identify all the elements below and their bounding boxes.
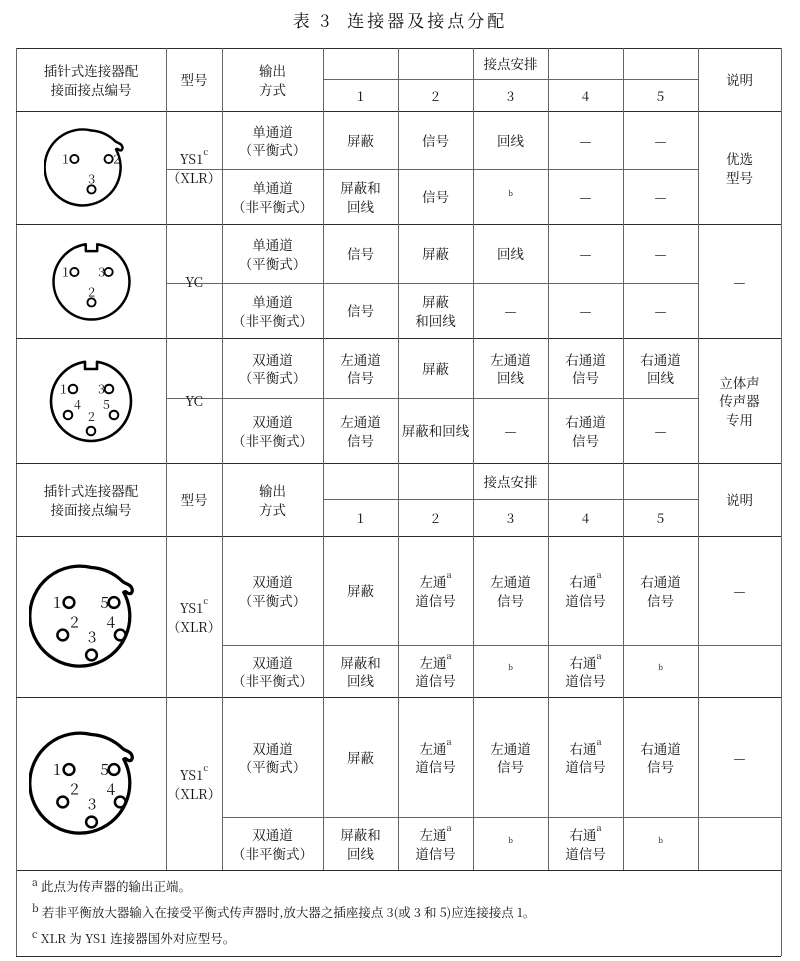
svg-text:2: 2 bbox=[70, 777, 79, 799]
svg-text:2: 2 bbox=[113, 148, 120, 167]
svg-text:3: 3 bbox=[87, 792, 96, 814]
svg-text:3: 3 bbox=[98, 261, 105, 280]
svg-text:4: 4 bbox=[106, 777, 115, 799]
svg-text:1: 1 bbox=[62, 148, 69, 167]
svg-text:2: 2 bbox=[88, 407, 95, 425]
svg-text:4: 4 bbox=[106, 610, 115, 632]
svg-text:3: 3 bbox=[87, 625, 96, 647]
svg-text:4: 4 bbox=[74, 395, 81, 413]
svg-text:3: 3 bbox=[88, 168, 95, 187]
svg-text:2: 2 bbox=[88, 282, 95, 301]
svg-text:1: 1 bbox=[62, 261, 69, 280]
svg-text:2: 2 bbox=[70, 610, 79, 632]
svg-text:1: 1 bbox=[52, 591, 61, 613]
svg-text:1: 1 bbox=[60, 380, 67, 398]
svg-text:1: 1 bbox=[52, 758, 61, 780]
svg-text:5: 5 bbox=[103, 395, 110, 413]
